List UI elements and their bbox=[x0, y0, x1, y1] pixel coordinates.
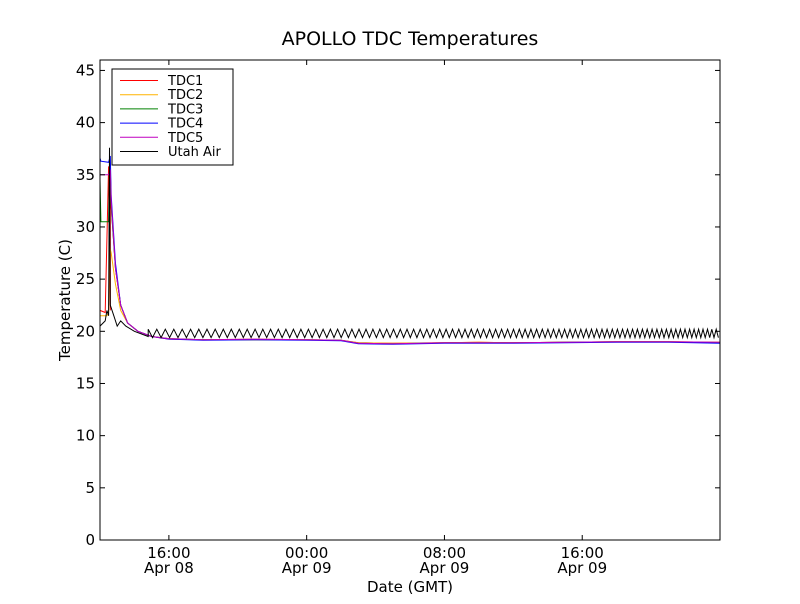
x-tick-label-time: 16:00 bbox=[561, 544, 604, 562]
series-line-utah-air bbox=[100, 147, 719, 340]
legend-label: TDC5 bbox=[167, 131, 203, 146]
series-line-tdc3 bbox=[100, 169, 720, 345]
x-axis-label: Date (GMT) bbox=[367, 578, 453, 596]
y-tick-label: 45 bbox=[76, 61, 95, 79]
x-tick-label-time: 16:00 bbox=[147, 544, 190, 562]
y-axis: 0 5 10 15 20 25 30 35 40 45 bbox=[76, 61, 720, 549]
series-lines bbox=[100, 147, 720, 345]
y-tick-label: 20 bbox=[76, 322, 95, 340]
y-tick-label: 10 bbox=[76, 427, 95, 445]
series-line-tdc2 bbox=[100, 245, 720, 344]
legend-label: TDC4 bbox=[167, 117, 203, 132]
legend-label: TDC3 bbox=[167, 102, 203, 117]
series-line-tdc1 bbox=[100, 166, 720, 344]
y-tick-label: 30 bbox=[76, 218, 95, 236]
x-tick-label-date: Apr 08 bbox=[144, 559, 194, 577]
legend-label: TDC1 bbox=[167, 74, 203, 89]
x-tick-label-date: Apr 09 bbox=[282, 559, 332, 577]
plot-frame bbox=[99, 59, 721, 541]
series-line-tdc4 bbox=[100, 155, 720, 345]
y-tick-label: 0 bbox=[85, 531, 95, 549]
series-line-tdc5 bbox=[100, 169, 720, 345]
y-tick-label: 15 bbox=[76, 374, 95, 392]
chart-title: APOLLO TDC Temperatures bbox=[282, 28, 539, 50]
x-tick-label-date: Apr 09 bbox=[420, 559, 470, 577]
y-tick-label: 5 bbox=[85, 479, 95, 497]
legend-label: TDC2 bbox=[167, 88, 203, 103]
y-tick-label: 35 bbox=[76, 166, 95, 184]
legend-label: Utah Air bbox=[168, 145, 221, 160]
x-tick-label-date: Apr 09 bbox=[557, 559, 607, 577]
y-tick-label: 40 bbox=[76, 114, 95, 132]
y-tick-label: 25 bbox=[76, 270, 95, 288]
legend-frame bbox=[111, 68, 234, 166]
x-tick-label-time: 00:00 bbox=[285, 544, 328, 562]
y-axis-label: Temperature (C) bbox=[56, 239, 74, 362]
x-tick-label-time: 08:00 bbox=[423, 544, 466, 562]
